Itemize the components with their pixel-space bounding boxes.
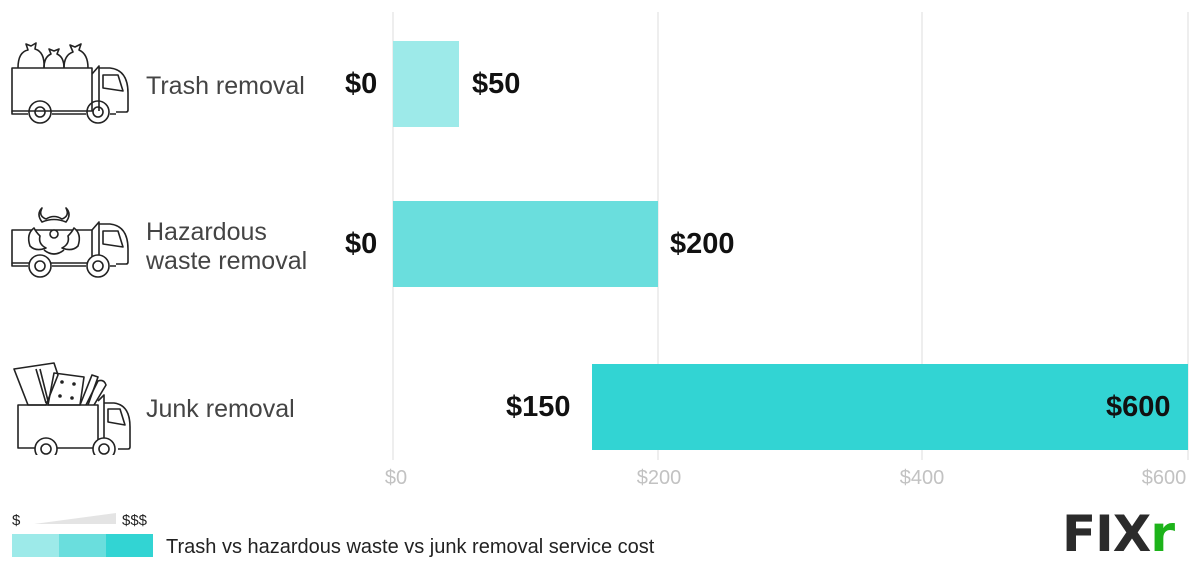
category-label-line1: Hazardous (146, 218, 267, 246)
x-tick-200: $200 (636, 467, 682, 489)
low-value-trash: $0 (345, 68, 378, 100)
legend-swatch-mid (59, 534, 106, 557)
category-label-line2: waste removal (146, 247, 308, 275)
junk-truck-icon (6, 355, 132, 461)
x-tick-0: $0 (384, 467, 408, 489)
logo-main-text: FIX (1062, 505, 1151, 563)
legend-swatch-high (106, 534, 153, 557)
legend-gradient-wedge (34, 513, 116, 524)
gridline-600 (1187, 12, 1189, 460)
category-label-trash: Trash removal (146, 72, 305, 101)
bar-hazardous-waste-removal (393, 201, 658, 287)
gridline-200 (657, 12, 659, 460)
fixr-logo: FIXr (1062, 505, 1175, 563)
legend-swatch-low (12, 534, 59, 557)
x-tick-600: $600 (1141, 467, 1187, 489)
category-label-text: Junk removal (146, 395, 295, 423)
logo-accent-text: r (1150, 505, 1175, 563)
category-label-junk: Junk removal (146, 395, 295, 424)
chart-caption: Trash vs hazardous waste vs junk removal… (166, 536, 655, 558)
category-label-text: Trash removal (146, 72, 305, 100)
legend-high-symbol: $$$ (122, 512, 148, 529)
low-value-junk: $150 (506, 391, 571, 423)
bar-junk-removal (592, 364, 1188, 450)
x-tick-400: $400 (899, 467, 945, 489)
legend-low-symbol: $ (12, 512, 21, 529)
low-value-hazardous: $0 (345, 228, 378, 260)
high-value-hazardous: $200 (670, 228, 735, 260)
biohazard-truck-icon (6, 200, 132, 285)
category-label-hazardous: Hazardous waste removal (146, 218, 307, 276)
high-value-trash: $50 (472, 68, 521, 100)
bar-trash-removal (393, 41, 459, 127)
gridline-400 (921, 12, 923, 460)
high-value-junk: $600 (1106, 391, 1171, 423)
garbage-truck-icon (6, 38, 132, 133)
